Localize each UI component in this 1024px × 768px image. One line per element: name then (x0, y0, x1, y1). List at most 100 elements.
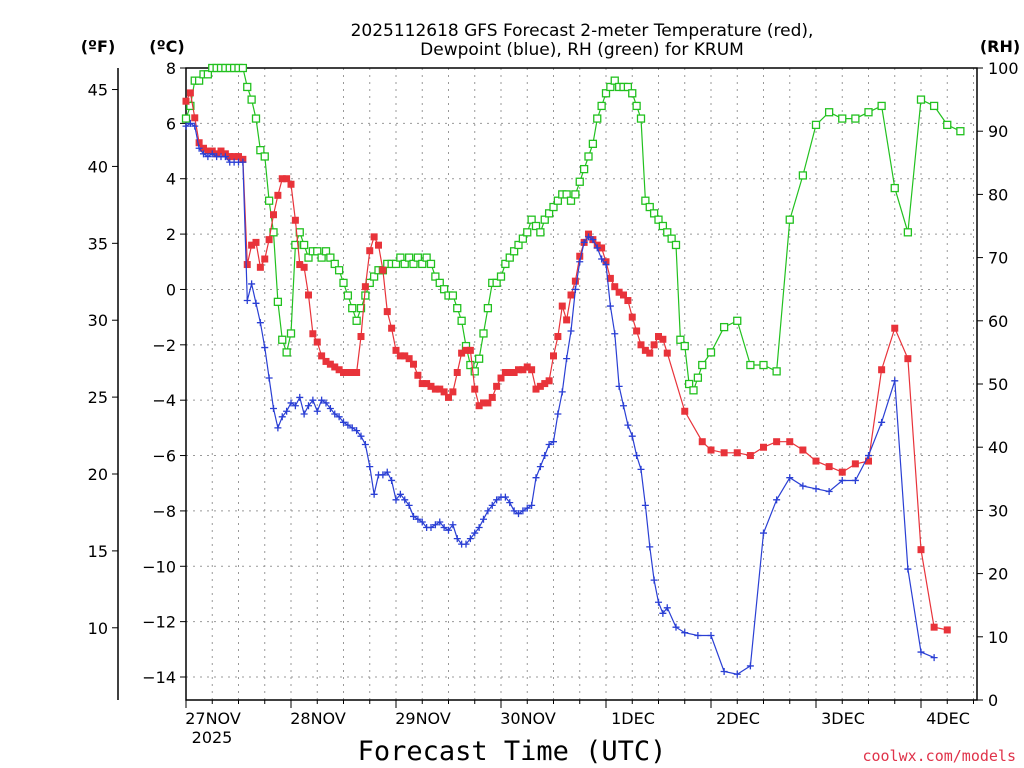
rh-point (798, 171, 808, 180)
rh-point (536, 228, 545, 237)
dewpoint-point (283, 407, 291, 415)
temperature-point (528, 366, 536, 374)
temperature-point (554, 333, 562, 341)
temperature-point (270, 211, 277, 219)
rh-tick-label: 40 (988, 438, 1008, 457)
temperature-point (558, 302, 566, 310)
c-tick-label: −14 (142, 668, 176, 687)
temperature-point (746, 452, 754, 460)
dewpoint-point (641, 501, 649, 509)
rh-point (571, 190, 580, 199)
rh-point (632, 101, 641, 111)
rh-point (304, 253, 313, 262)
temperature-point (396, 352, 404, 360)
temperature-point (326, 360, 334, 368)
rh-point (706, 348, 716, 357)
dewpoint-point (878, 418, 886, 426)
dewpoint-point (672, 623, 680, 631)
rh-point (746, 360, 755, 370)
rh-point (404, 253, 414, 262)
dewpoint-point (720, 667, 728, 675)
temperature-point (523, 363, 531, 371)
rh-point (247, 95, 256, 104)
rh-point (413, 253, 423, 262)
dewpoint-point (646, 543, 654, 551)
rh-tick-label: 30 (988, 501, 1008, 520)
temperature-point (659, 335, 667, 343)
f-tick-label: 35 (88, 234, 108, 253)
dewpoint-point (256, 319, 264, 327)
temperature-point (357, 333, 365, 341)
rh-point (641, 196, 650, 205)
dewpoint-point (545, 440, 553, 448)
temperature-point (825, 463, 833, 471)
dewpoint-point (488, 501, 496, 509)
rh-point (256, 146, 265, 155)
rh-point (680, 341, 689, 351)
temperature-point (291, 216, 299, 224)
x-axis-label: Forecast Time (UTC) (358, 736, 667, 767)
credit-link[interactable]: coolwx.com/models (862, 747, 1016, 765)
temperature-point (423, 380, 431, 388)
temperature-point (493, 382, 501, 390)
temperature-point (318, 352, 326, 360)
rh-point (658, 221, 668, 231)
dewpoint-point (528, 501, 536, 509)
dewpoint-point (633, 452, 641, 460)
temperature-point (440, 388, 448, 396)
temperature-point (235, 153, 242, 161)
temperature-point (445, 393, 452, 401)
x-tick-label: 4DEC (926, 709, 970, 728)
rh-point (606, 82, 615, 92)
rh-point (903, 228, 913, 237)
temperature-point (256, 263, 264, 271)
temperature-point (195, 139, 203, 147)
rh-point (575, 177, 584, 186)
rh-point (544, 209, 554, 218)
dewpoint-point (414, 515, 422, 523)
rh-point (243, 82, 252, 92)
temperature-point (620, 291, 627, 299)
dewpoint-point (589, 236, 597, 244)
rh-point (238, 63, 248, 73)
dewpoint-point (418, 518, 426, 526)
temperature-point (370, 233, 378, 241)
rh-point (579, 164, 589, 174)
rh-point (348, 304, 357, 313)
rh-point (623, 82, 633, 92)
dewpoint-point (655, 598, 662, 606)
dewpoint-point (357, 432, 365, 440)
temperature-point (335, 366, 343, 374)
rh-point (601, 89, 611, 98)
dewpoint-point (344, 421, 352, 429)
temperature-point (733, 449, 741, 457)
temperature-point (414, 371, 422, 379)
rh-point (474, 354, 484, 363)
dewpoint-point (261, 344, 269, 352)
dewpoint-point (891, 377, 899, 385)
c-tick-label: 2 (166, 225, 176, 244)
temperature-point (331, 363, 339, 371)
dewpoint-point (436, 518, 444, 526)
temperature-point (515, 366, 522, 374)
temperature-point (348, 369, 356, 376)
f-tick-label: 25 (88, 388, 108, 407)
rh-point (759, 360, 768, 370)
dewpoint-point (291, 402, 299, 410)
dewpoint-point (681, 629, 689, 637)
rh-point (453, 304, 462, 313)
rh-point (733, 316, 742, 325)
rh-tick-label: 100 (988, 59, 1019, 78)
rh-point (684, 379, 694, 389)
temperature-point (497, 374, 505, 382)
rh-point (689, 386, 698, 395)
rh-point (339, 278, 348, 288)
temperature-point (550, 352, 557, 360)
dewpoint-point (611, 330, 619, 338)
dewpoint-point (445, 526, 452, 534)
dewpoint-point (838, 476, 846, 484)
rh-point (457, 316, 466, 325)
fahrenheit-unit-label: (ºF) (81, 37, 116, 56)
temperature-point (475, 402, 483, 410)
rh-point (422, 253, 431, 262)
